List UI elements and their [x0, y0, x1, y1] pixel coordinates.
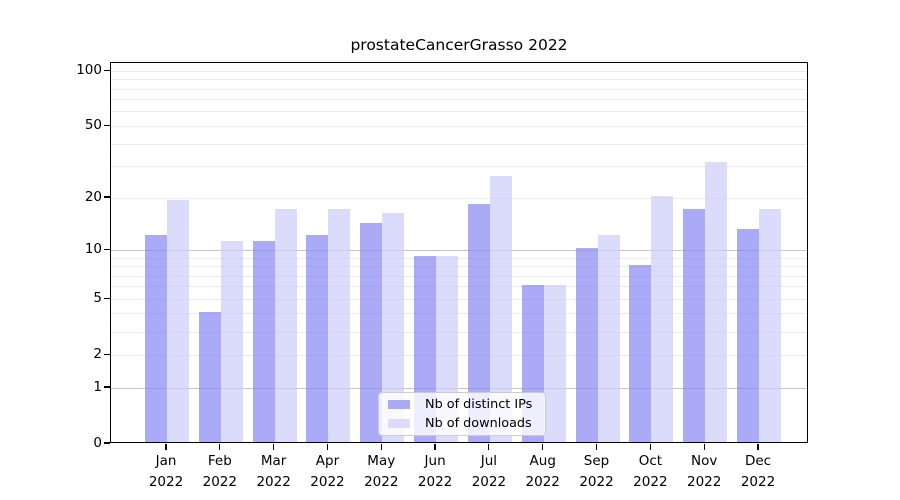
bar-distinct-ips-nov [683, 208, 706, 442]
x-tick-mark-dec [757, 444, 759, 450]
y-tick-label-1: 1 [93, 379, 102, 395]
bar-downloads-jan [167, 200, 189, 442]
x-tick-label-feb: Feb 2022 [202, 453, 237, 490]
bar-distinct-ips-dec [737, 228, 759, 442]
y-tick-mark-20 [104, 196, 110, 198]
bar-downloads-oct [651, 196, 674, 442]
x-tick-mark-apr [326, 444, 329, 450]
x-tick-mark-sep [595, 444, 598, 450]
gridline-y-3 [111, 331, 807, 333]
x-tick-mark-mar [273, 444, 275, 450]
gridline-y-60 [111, 111, 807, 113]
gridline-y-8 [111, 266, 807, 267]
gridline-y-90 [111, 79, 807, 81]
y-tick-mark-1 [104, 386, 110, 388]
y-tick-label-20: 20 [84, 189, 102, 206]
gridline-y-9 [111, 257, 807, 259]
legend-item-downloads: Nb of downloads [388, 416, 545, 431]
y-tick-mark-50 [104, 124, 110, 126]
y-tick-mark-10 [104, 248, 110, 250]
y-tick-mark-2 [104, 353, 110, 355]
bar-distinct-ips-oct [629, 264, 652, 442]
bar-distinct-ips-may [360, 223, 383, 442]
bar-distinct-ips-apr [306, 234, 329, 442]
x-tick-mark-jan [165, 444, 167, 450]
x-tick-mark-jun [434, 444, 436, 450]
x-tick-label-jul: Jul 2022 [471, 453, 507, 490]
x-tick-label-sep: Sep 2022 [579, 453, 614, 490]
x-tick-mark-may [380, 444, 382, 450]
x-tick-label-aug: Aug 2022 [525, 453, 560, 490]
gridline-y-80 [111, 88, 807, 90]
bar-downloads-apr [328, 208, 351, 442]
gridline-y-30 [111, 166, 807, 168]
x-tick-label-oct: Oct 2022 [633, 453, 668, 490]
bar-downloads-dec [759, 208, 781, 442]
legend-swatch-distinct-ips [388, 400, 410, 409]
legend-swatch-downloads [388, 419, 410, 428]
bar-distinct-ips-sep [575, 248, 598, 442]
gridline-y-100 [111, 70, 807, 72]
bar-downloads-nov [705, 162, 728, 442]
x-tick-label-jan: Jan 2022 [148, 453, 184, 490]
bar-distinct-ips-jan [145, 234, 167, 442]
gridline-y-20 [111, 197, 807, 199]
plot-area [110, 62, 808, 443]
bar-downloads-sep [597, 234, 620, 442]
gridline-y-2 [111, 354, 807, 356]
bar-downloads-aug [543, 284, 566, 442]
bar-distinct-ips-jul [467, 204, 490, 442]
x-tick-mark-oct [649, 444, 651, 450]
y-tick-label-50: 50 [84, 117, 102, 134]
y-tick-mark-5 [104, 297, 110, 299]
x-tick-label-dec: Dec 2022 [740, 453, 776, 490]
y-tick-label-10: 10 [84, 241, 102, 258]
y-tick-label-0: 0 [93, 435, 102, 451]
bar-downloads-mar [274, 208, 297, 442]
x-tick-mark-jul [488, 444, 490, 450]
chart-title: prostateCancerGrasso 2022 [350, 36, 568, 54]
gridline-y-40 [111, 143, 807, 145]
x-tick-mark-nov [703, 444, 705, 450]
gridline-y-5 [111, 298, 807, 300]
gridline-y-70 [111, 99, 807, 101]
y-tick-label-2: 2 [93, 346, 102, 363]
x-tick-label-mar: Mar 2022 [256, 453, 291, 490]
x-tick-label-may: May 2022 [364, 453, 399, 490]
bar-downloads-may [382, 213, 405, 442]
gridline-y-10 [111, 249, 807, 251]
bar-downloads-jul [489, 175, 512, 442]
bar-distinct-ips-feb [198, 312, 221, 442]
bar-downloads-feb [220, 241, 243, 442]
y-tick-mark-100 [104, 69, 110, 71]
legend: Nb of distinct IPs Nb of downloads [378, 392, 546, 436]
gridline-y-7 [111, 275, 807, 277]
gridline-y-4 [111, 313, 807, 315]
legend-item-distinct-ips: Nb of distinct IPs [388, 397, 545, 412]
gridline-y-6 [111, 286, 807, 288]
x-tick-label-jun: Jun 2022 [417, 453, 453, 490]
x-tick-label-nov: Nov 2022 [686, 453, 722, 490]
legend-label-downloads: Nb of downloads [425, 416, 532, 431]
legend-label-distinct-ips: Nb of distinct IPs [425, 397, 533, 412]
x-tick-mark-aug [542, 444, 544, 450]
y-tick-label-100: 100 [76, 62, 102, 79]
x-tick-mark-feb [219, 444, 221, 450]
y-tick-mark-0 [104, 442, 110, 444]
gridline-y-1 [111, 387, 807, 389]
y-tick-label-5: 5 [93, 290, 102, 307]
gridline-y-50 [111, 125, 807, 127]
x-tick-label-apr: Apr 2022 [310, 453, 345, 490]
bar-distinct-ips-mar [252, 241, 275, 442]
